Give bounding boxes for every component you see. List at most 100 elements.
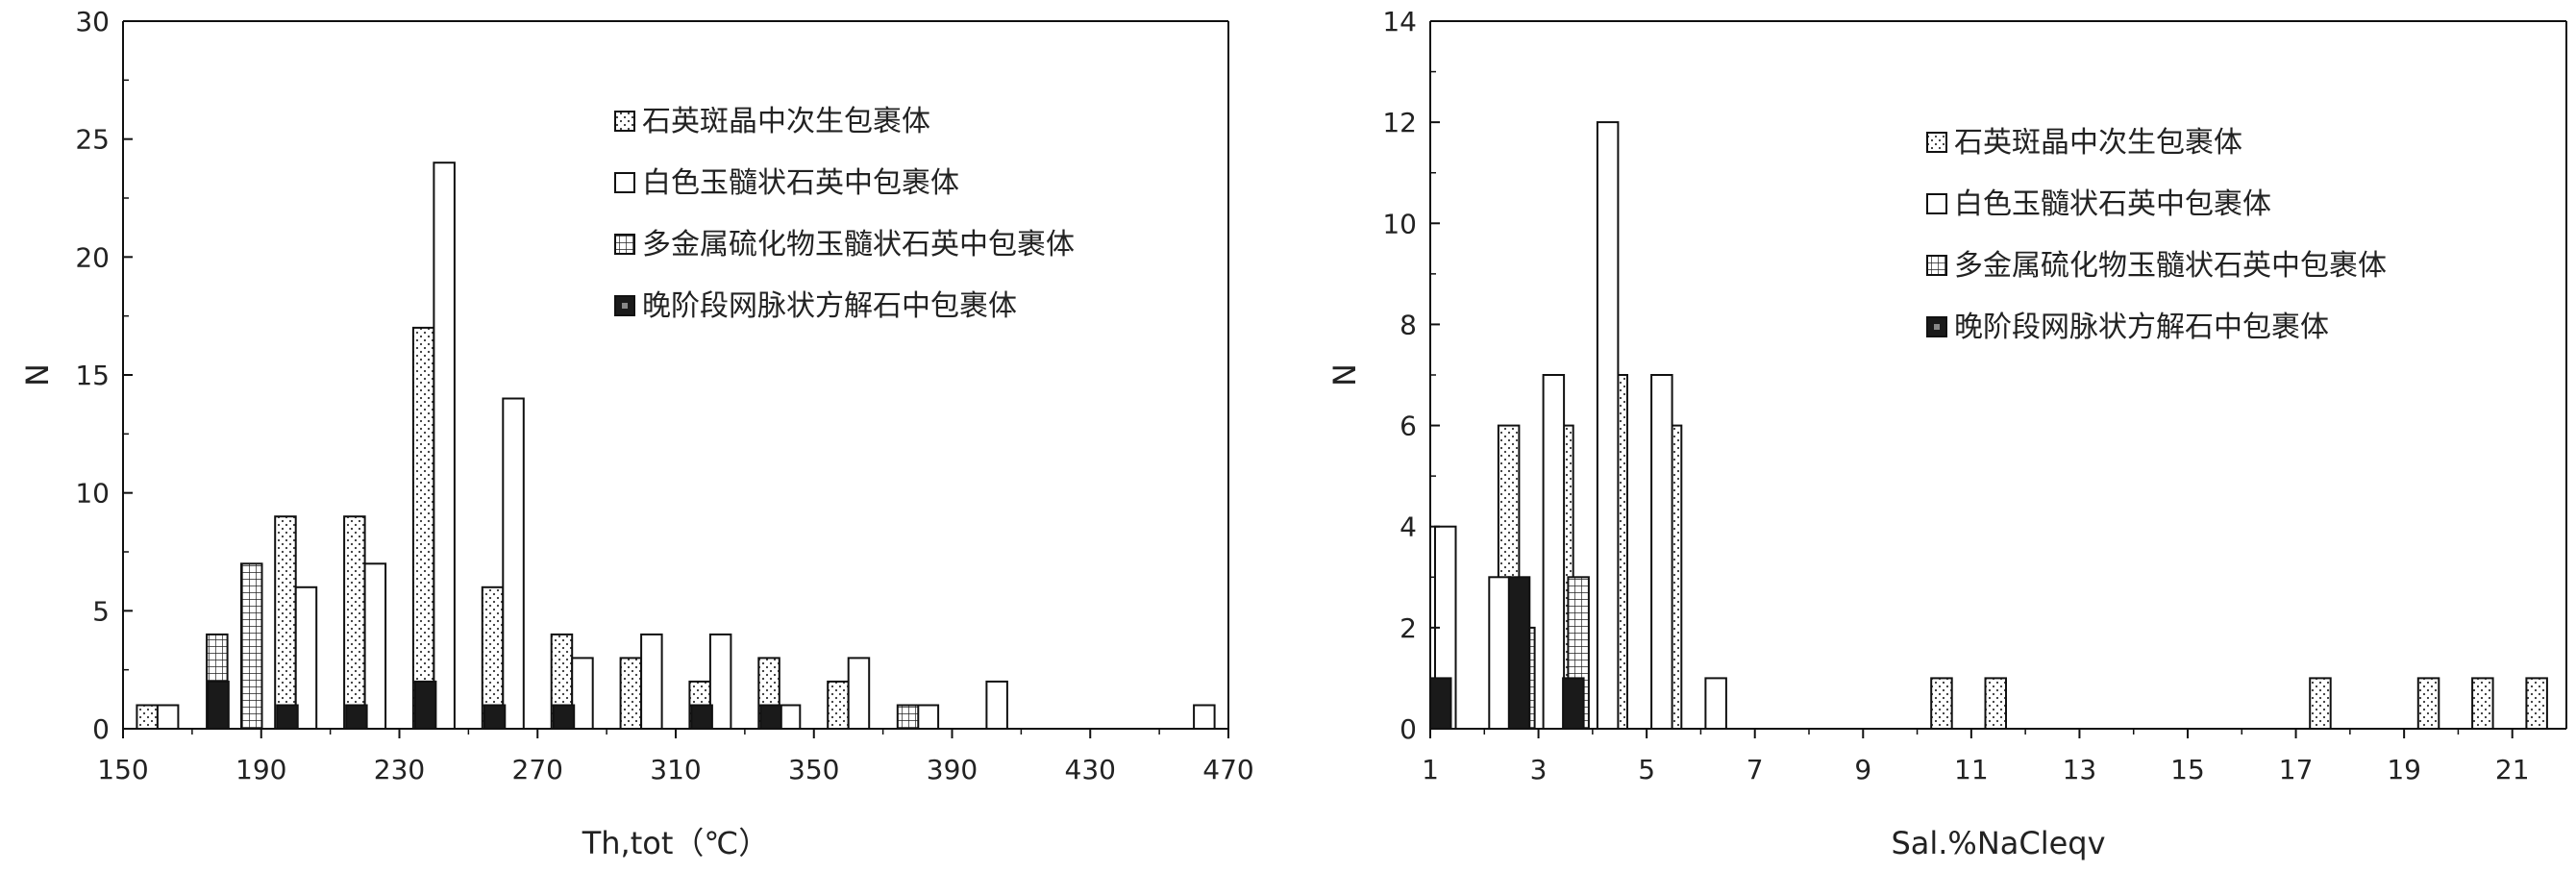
y-tick-label: 30 (75, 6, 110, 37)
x-tick-label: 430 (1065, 754, 1116, 785)
bar-open-11 (985, 680, 1008, 731)
x-tick-label: 15 (2170, 754, 2205, 785)
bar-solid-1 (1507, 576, 1531, 730)
y-tick-label: 12 (1382, 107, 1417, 138)
legend-swatch-dots (614, 111, 635, 132)
x-tick-label: 350 (788, 754, 839, 785)
bar-solid-6 (690, 704, 713, 730)
legend-swatch-grid (1926, 255, 1947, 276)
legend-swatch-open (614, 172, 635, 193)
x-tick-label: 13 (2063, 754, 2097, 785)
y-tick-label: 15 (75, 360, 110, 391)
bar-dots-7 (2416, 677, 2440, 731)
x-tick-label: 230 (374, 754, 425, 785)
x-tick-label: 390 (927, 754, 978, 785)
legend-label: 白色玉髓状石英中包裹体 (642, 166, 959, 200)
legend-label: 石英斑晶中次生包裹体 (642, 105, 930, 138)
legend-label: 白色玉髓状石英中包裹体 (1954, 187, 2271, 221)
bar-open-5 (571, 657, 594, 731)
y-tick-label: 20 (75, 241, 110, 273)
y-tick-label: 10 (75, 478, 110, 510)
bar-open-8 (778, 704, 802, 730)
y-tick-label: 0 (1399, 713, 1417, 745)
bar-grid-2 (896, 704, 920, 730)
legend-swatch-grid (614, 234, 635, 255)
legend-label: 多金属硫化物玉髓状石英中包裹体 (1954, 249, 2387, 283)
bar-open-9 (847, 657, 871, 731)
legend-swatch-inner (622, 303, 628, 309)
bar-solid-5 (552, 704, 576, 730)
x-tick-label: 9 (1854, 754, 1871, 785)
bar-dots-8 (2471, 677, 2494, 731)
bar-open-4 (1650, 374, 1673, 730)
bars-group (136, 162, 1216, 731)
x-tick-label: 470 (1202, 754, 1253, 785)
legend-label: 晚阶段网脉状方解石中包裹体 (642, 289, 1017, 323)
x-tick-label: 150 (97, 754, 148, 785)
x-tick-label: 310 (650, 754, 701, 785)
bar-solid-4 (483, 704, 507, 730)
bar-open-10 (916, 704, 940, 730)
x-tick-label: 17 (2279, 754, 2314, 785)
bar-solid-2 (1562, 677, 1585, 731)
bar-dots-9 (827, 680, 850, 731)
x-tick-label: 3 (1530, 754, 1548, 785)
bar-dots-6 (619, 657, 643, 731)
bar-dots-3 (411, 326, 435, 730)
bar-open-1 (1488, 576, 1511, 730)
x-tick-label: 1 (1422, 754, 1439, 785)
bar-grid-1 (240, 562, 263, 730)
bar-solid-0 (207, 680, 230, 731)
y-tick-label: 0 (92, 713, 110, 745)
x-tick-label: 270 (512, 754, 563, 785)
x-axis-title: Sal.%NaCleqv (1891, 825, 2105, 861)
bar-solid-1 (276, 704, 299, 730)
x-axis-title: Th,tot（℃） (582, 825, 770, 861)
x-tick-label: 7 (1746, 754, 1764, 785)
x-tick-label: 11 (1954, 754, 1989, 785)
legend-label: 多金属硫化物玉髓状石英中包裹体 (642, 228, 1075, 262)
x-tick-label: 5 (1638, 754, 1655, 785)
legend: 石英斑晶中次生包裹体白色玉髓状石英中包裹体多金属硫化物玉髓状石英中包裹体晚阶段网… (1926, 126, 2387, 344)
bar-open-0 (156, 704, 180, 730)
x-tick-label: 190 (235, 754, 286, 785)
bar-solid-2 (345, 704, 368, 730)
bar-open-2 (1542, 374, 1566, 730)
bar-dots-0 (136, 704, 159, 730)
y-axis-title: N (19, 363, 56, 386)
bar-open-5 (1704, 677, 1727, 731)
bar-dots-4 (1930, 677, 1953, 731)
bar-open-7 (708, 633, 732, 731)
bar-open-3 (1596, 121, 1620, 731)
bar-open-6 (640, 633, 663, 731)
bar-dots-2 (343, 515, 366, 731)
bar-dots-1 (274, 515, 297, 731)
legend-swatch-open (1926, 193, 1947, 214)
y-axis-title: N (1326, 363, 1363, 386)
y-tick-label: 8 (1399, 309, 1417, 340)
chart-homogenization-temperature: 0 5 10 15 20 25 30 150 190 230 270 310 350 390 430 470 T… (19, 6, 1254, 861)
y-tick-label: 4 (1399, 511, 1417, 543)
y-tick-label: 25 (75, 124, 110, 156)
legend-label: 晚阶段网脉状方解石中包裹体 (1954, 311, 2329, 344)
bar-open-1 (294, 585, 318, 730)
bar-solid-3 (413, 680, 437, 731)
bar-open-4 (502, 397, 525, 730)
x-tick-label: 21 (2495, 754, 2530, 785)
y-tick-label: 10 (1382, 208, 1417, 239)
legend-swatch-dots (1926, 132, 1947, 153)
bar-open-2 (363, 562, 387, 730)
bar-dots-5 (1984, 677, 2007, 731)
bar-solid-0 (1429, 677, 1452, 731)
bar-open-3 (433, 162, 456, 730)
legend: 石英斑晶中次生包裹体白色玉髓状石英中包裹体多金属硫化物玉髓状石英中包裹体晚阶段网… (614, 105, 1075, 323)
legend-swatch-inner (1934, 324, 1940, 330)
bar-solid-7 (759, 704, 782, 730)
y-tick-label: 5 (92, 595, 110, 627)
y-tick-label: 2 (1399, 612, 1417, 644)
y-tick-label: 14 (1382, 6, 1417, 37)
legend-label: 石英斑晶中次生包裹体 (1954, 126, 2242, 160)
x-tick-label: 19 (2387, 754, 2421, 785)
